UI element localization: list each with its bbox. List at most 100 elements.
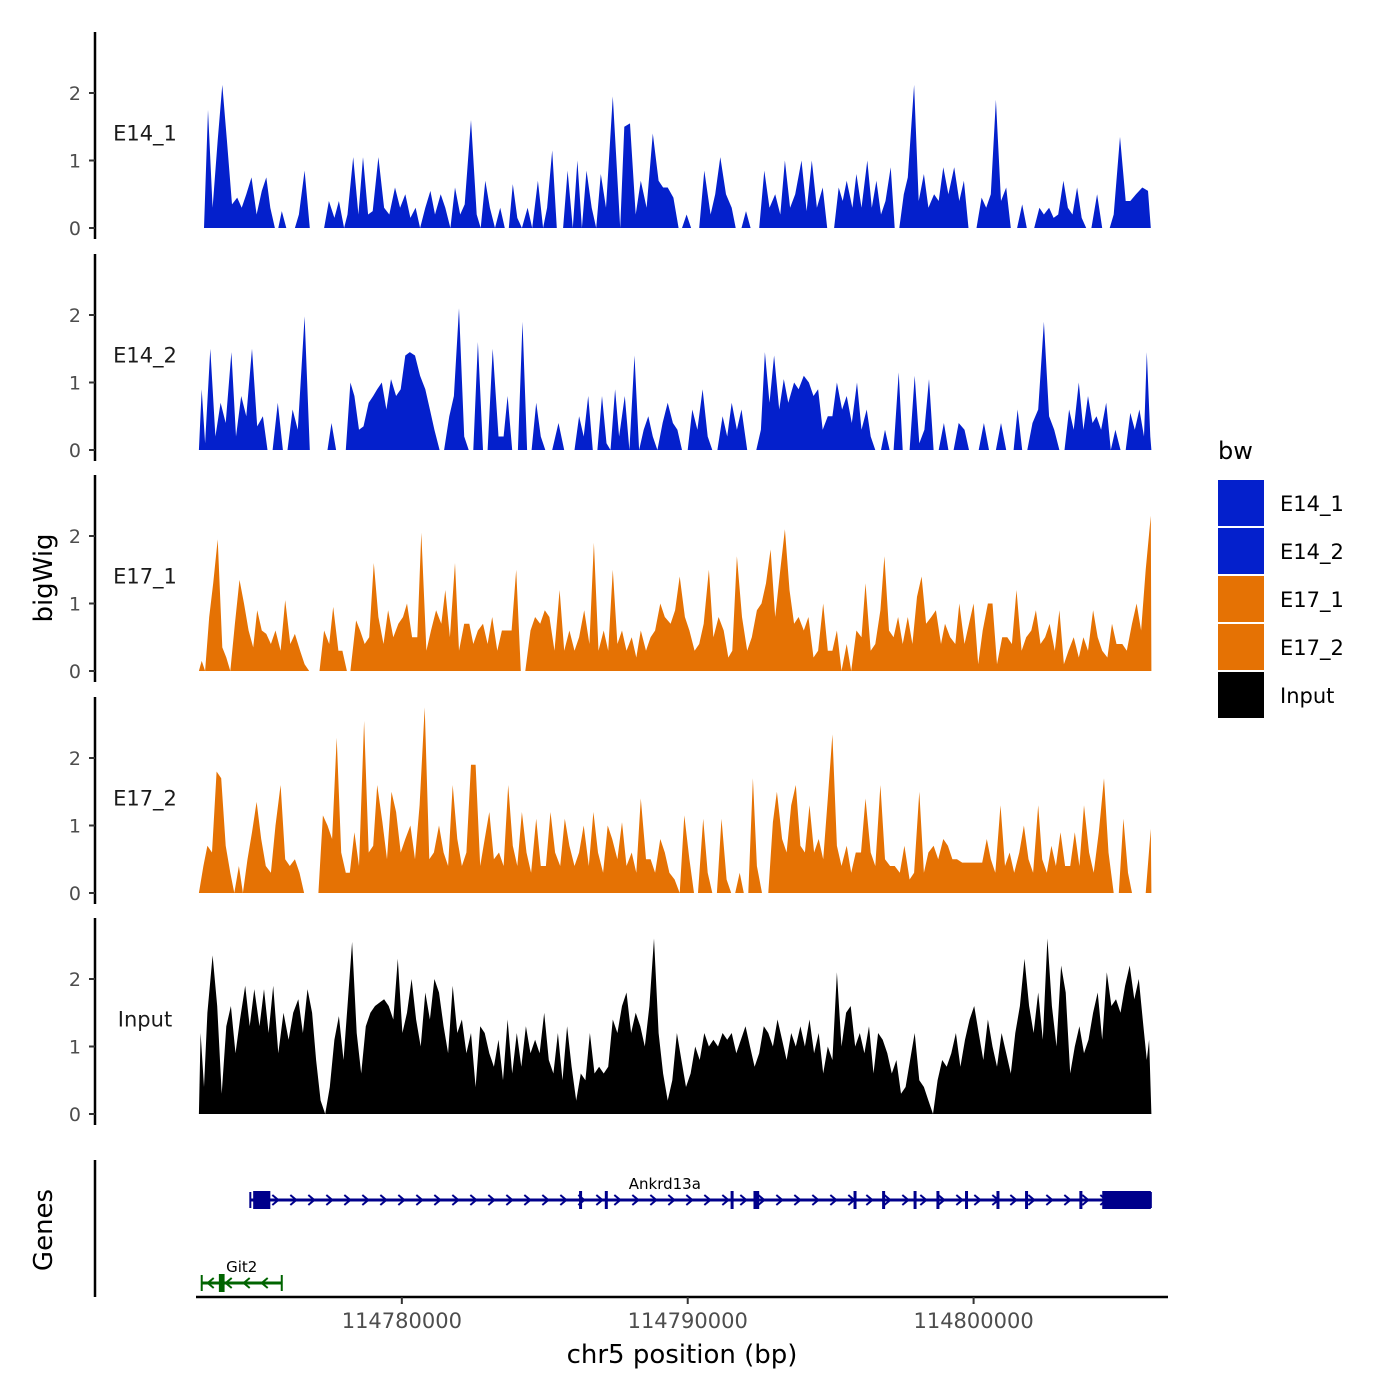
gene-Git2: Git2 xyxy=(200,1258,283,1292)
strand-arrow xyxy=(361,1194,370,1206)
strand-arrow xyxy=(343,1194,352,1206)
strand-arrow xyxy=(1045,1194,1054,1206)
legend-title: bw xyxy=(1218,437,1253,465)
exon xyxy=(882,1191,886,1209)
y-tick-label: 2 xyxy=(69,969,81,991)
strand-arrow xyxy=(955,1194,964,1206)
strand-arrow xyxy=(505,1194,514,1206)
strand-arrow xyxy=(685,1194,694,1206)
strand-arrow xyxy=(433,1194,442,1206)
strand-arrow xyxy=(919,1194,928,1206)
legend-key-E17_1 xyxy=(1218,576,1264,622)
y-tick-label: 2 xyxy=(69,748,81,770)
strand-arrow xyxy=(397,1194,406,1206)
x-tick-label: 114780000 xyxy=(342,1309,462,1333)
y-tick-label: 1 xyxy=(69,1037,81,1059)
track-E14_1: 0 1 2 E14_1 xyxy=(69,32,1151,240)
legend-label: E14_1 xyxy=(1280,492,1344,517)
exon xyxy=(1025,1191,1029,1209)
y-tick-label: 1 xyxy=(69,594,81,616)
strand-arrow xyxy=(667,1194,676,1206)
strand-arrow xyxy=(559,1194,568,1206)
exon xyxy=(753,1191,760,1209)
exon xyxy=(579,1191,583,1209)
strand-arrow xyxy=(1063,1194,1072,1206)
strand-arrow xyxy=(883,1194,892,1206)
exon xyxy=(936,1191,940,1209)
y-tick-label: 0 xyxy=(69,883,81,905)
exon xyxy=(1079,1191,1083,1209)
y-axis-label: bigWig xyxy=(29,533,59,622)
strand-arrow xyxy=(595,1194,604,1206)
y-tick-label: 0 xyxy=(69,661,81,683)
strand-arrow xyxy=(541,1194,550,1206)
strand-arrow xyxy=(811,1194,820,1206)
exon xyxy=(913,1191,917,1209)
y-tick-label: 1 xyxy=(69,816,81,838)
legend-label: E17_2 xyxy=(1280,636,1344,661)
strand-arrow xyxy=(703,1194,712,1206)
y-tick-label: 2 xyxy=(69,305,81,327)
track-E17_2: 0 1 2 E17_2 xyxy=(69,697,1152,905)
legend-key-E17_2 xyxy=(1218,624,1264,670)
strand-arrow xyxy=(307,1194,316,1206)
strand-arrow xyxy=(721,1194,730,1206)
exon xyxy=(730,1191,734,1209)
track-label: E14_1 xyxy=(113,122,177,147)
legend-label: E14_2 xyxy=(1280,540,1344,565)
y-tick-label: 1 xyxy=(69,373,81,395)
track-E17_1: 0 1 2 E17_1 xyxy=(69,475,1152,683)
y-tick-label: 2 xyxy=(69,83,81,105)
strand-arrow xyxy=(757,1194,766,1206)
track-Input: 0 1 2 Input xyxy=(69,918,1152,1126)
strand-arrow xyxy=(271,1194,280,1206)
strand-arrow xyxy=(631,1194,640,1206)
strand-arrow xyxy=(973,1194,982,1206)
strand-arrow xyxy=(224,1277,233,1289)
track-label: E17_2 xyxy=(113,787,177,812)
legend-key-E14_1 xyxy=(1218,480,1264,526)
coverage-area-E17_2 xyxy=(198,707,1152,893)
coverage-area-E14_1 xyxy=(204,84,1151,229)
strand-arrow xyxy=(325,1194,334,1206)
bigwig-tracks: 0 1 2 E14_1 0 1 2 E14_2 0 1 2 E17_1 0 1 2 E17_2 0 1 2 Input xyxy=(69,32,1152,1126)
legend-label: Input xyxy=(1280,684,1334,708)
strand-arrow xyxy=(260,1277,269,1289)
strand-arrow xyxy=(523,1194,532,1206)
strand-arrow xyxy=(739,1194,748,1206)
strand-arrow xyxy=(1027,1194,1036,1206)
y-tick-label: 0 xyxy=(69,440,81,462)
genes-axis-label: Genes xyxy=(29,1189,59,1271)
exon xyxy=(1102,1191,1151,1209)
strand-arrow xyxy=(649,1194,658,1206)
strand-arrow xyxy=(206,1277,215,1289)
exon xyxy=(965,1191,969,1209)
strand-arrow xyxy=(289,1194,298,1206)
coverage-area-E14_2 xyxy=(198,308,1152,450)
strand-arrow xyxy=(829,1194,838,1206)
strand-arrow xyxy=(242,1277,251,1289)
strand-arrow xyxy=(865,1194,874,1206)
coverage-area-E17_1 xyxy=(198,515,1152,671)
legend-key-E14_2 xyxy=(1218,528,1264,574)
strand-arrow xyxy=(1009,1194,1018,1206)
y-tick-label: 1 xyxy=(69,151,81,173)
gene-label: Git2 xyxy=(226,1258,257,1276)
strand-arrow xyxy=(487,1194,496,1206)
track-label: E17_1 xyxy=(113,565,177,590)
track-E14_2: 0 1 2 E14_2 xyxy=(69,254,1152,462)
strand-arrow xyxy=(379,1194,388,1206)
strand-arrow xyxy=(1081,1194,1090,1206)
x-tick-label: 114800000 xyxy=(913,1309,1033,1333)
gene-label: Ankrd13a xyxy=(629,1175,701,1193)
coverage-area-Input xyxy=(198,938,1152,1114)
y-tick-label: 0 xyxy=(69,218,81,240)
strand-arrow xyxy=(901,1194,910,1206)
track-label: E14_2 xyxy=(113,344,177,369)
genes-panel: Ankrd13a Git2 xyxy=(93,1160,1152,1297)
strand-arrow xyxy=(469,1194,478,1206)
strand-arrow xyxy=(415,1194,424,1206)
y-tick-label: 2 xyxy=(69,526,81,548)
x-axis: 114780000 114790000 114800000 xyxy=(196,1295,1168,1333)
